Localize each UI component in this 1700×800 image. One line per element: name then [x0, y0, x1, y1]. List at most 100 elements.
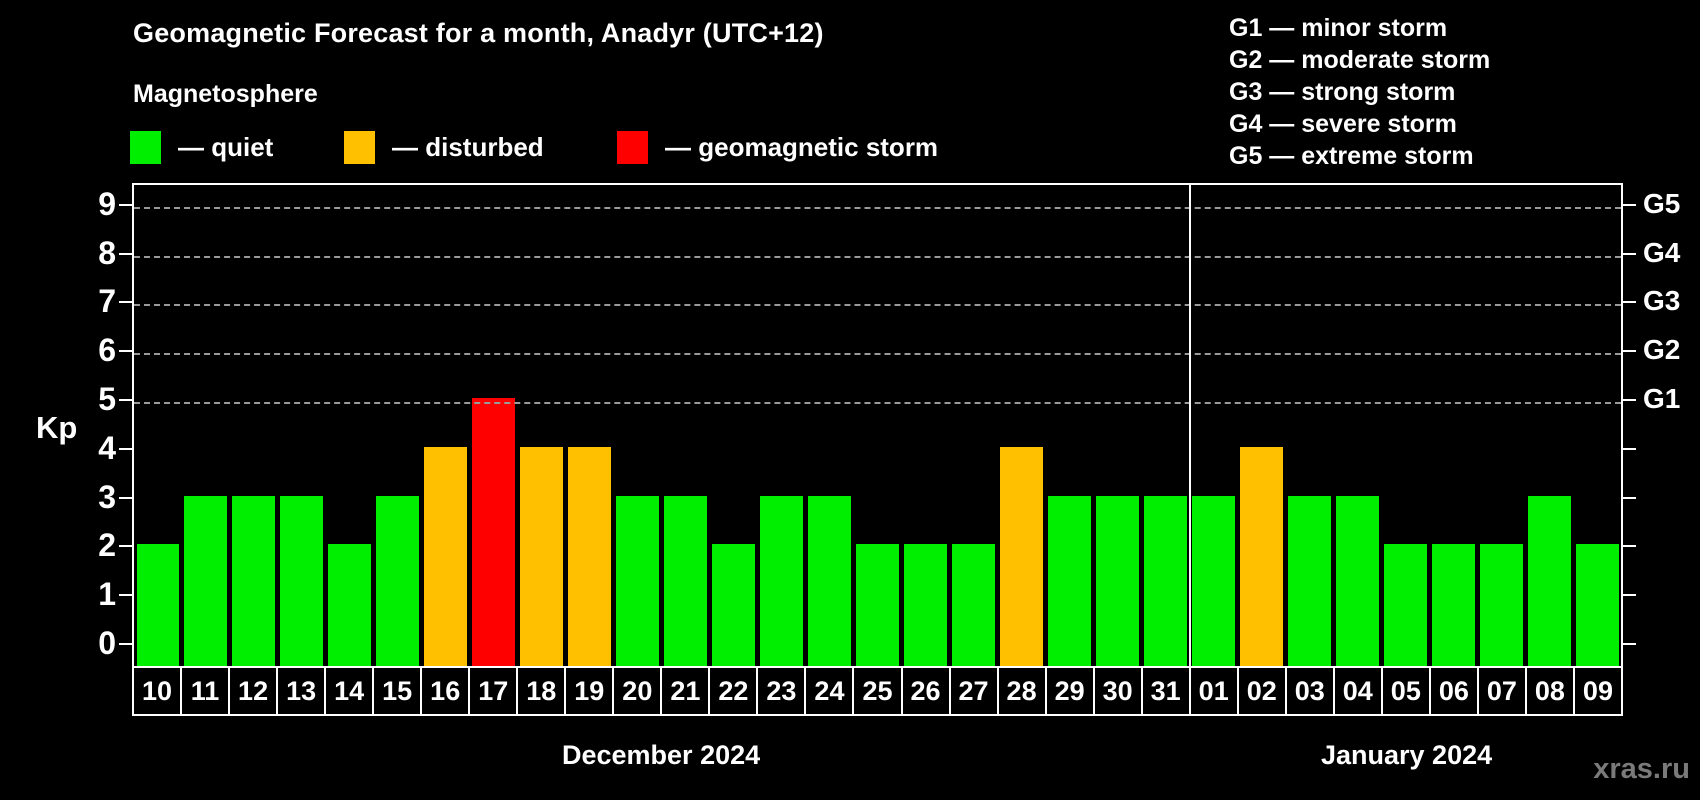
- bar-slot-17: [470, 185, 518, 666]
- y-tick-label-4: 4: [98, 429, 116, 466]
- g-scale-legend-g4: G4 — severe storm: [1229, 110, 1457, 138]
- right-axis-tick-3: [1621, 496, 1636, 499]
- bar-slot-16: [422, 185, 470, 666]
- bars-container: [134, 185, 1621, 666]
- date-cell-17: 17: [470, 668, 519, 714]
- bar-slot-22: [710, 185, 758, 666]
- month-label-0: December 2024: [561, 740, 761, 770]
- bar-slot-11: [182, 185, 230, 666]
- right-axis-tick-6: [1621, 350, 1636, 353]
- g-axis-label-g3: G3: [1643, 285, 1681, 317]
- page-title: Geomagnetic Forecast for a month, Anadyr…: [133, 18, 824, 48]
- disturbed-color-swatch: [344, 131, 375, 164]
- right-axis-tick-0: [1621, 643, 1636, 645]
- kp-bar-05: [1383, 544, 1427, 666]
- date-cell-29: 29: [1047, 668, 1095, 714]
- g-axis-label-g5: G5: [1643, 187, 1681, 219]
- quiet-color-swatch: [130, 131, 161, 164]
- y-tick-label-2: 2: [98, 527, 116, 564]
- date-cell-23: 23: [758, 668, 807, 714]
- kp-bar-02: [1239, 447, 1283, 666]
- kp-bar-04: [1335, 496, 1379, 666]
- left-axis-tick-2: [119, 545, 132, 548]
- kp-bar-17: [472, 398, 516, 666]
- bar-slot-19: [566, 185, 614, 666]
- bar-slot-14: [326, 185, 374, 666]
- right-axis-tick-7: [1621, 301, 1636, 304]
- x-axis-date-row: 10 11 12 13 14 15 16 17 18 19 20 21 22 23 24 25 26 27 28 29…: [132, 666, 1623, 716]
- legend-label-disturbed: — disturbed: [392, 132, 544, 162]
- kp-bar-15: [376, 496, 420, 666]
- y-tick-label-3: 3: [98, 478, 116, 515]
- right-axis-tick-8: [1621, 252, 1636, 255]
- kp-bar-26: [904, 544, 947, 666]
- bar-slot-28: [997, 185, 1045, 666]
- bar-slot-31: [1141, 185, 1189, 666]
- date-cell-21: 21: [662, 668, 711, 714]
- g-scale-legend-g5: G5 — extreme storm: [1229, 142, 1474, 170]
- date-cell-07: 07: [1479, 668, 1527, 714]
- legend-item-disturbed: — disturbed: [344, 131, 544, 164]
- left-axis-tick-0: [119, 643, 132, 645]
- legend-label-quiet: — quiet: [178, 132, 274, 162]
- y-tick-label-8: 8: [98, 234, 116, 271]
- bar-slot-24: [806, 185, 854, 666]
- date-cell-03: 03: [1287, 668, 1335, 714]
- left-axis-tick-5: [119, 399, 132, 401]
- bar-slot-26: [902, 185, 950, 666]
- kp-bar-11: [184, 496, 228, 666]
- date-cell-08: 08: [1527, 668, 1575, 714]
- g-scale-legend: G1 — minor storm G2 — moderate storm G3 …: [1229, 12, 1490, 172]
- gridline-kp8: [134, 255, 1621, 258]
- y-axis-title: Kp: [36, 410, 78, 445]
- kp-bar-24: [808, 496, 852, 666]
- kp-bar-01: [1191, 496, 1235, 666]
- bar-slot-27: [949, 185, 997, 666]
- kp-bar-21: [664, 496, 708, 666]
- left-axis-tick-1: [119, 594, 132, 597]
- bar-slot-10: [134, 185, 182, 666]
- date-cell-13: 13: [278, 668, 327, 714]
- kp-bar-31: [1143, 496, 1187, 666]
- date-cell-11: 11: [182, 668, 231, 714]
- date-cell-10: 10: [134, 668, 183, 714]
- bar-slot-12: [230, 185, 278, 666]
- gridline-kp5: [134, 402, 1621, 404]
- date-cell-20: 20: [614, 668, 663, 714]
- date-cell-27: 27: [951, 668, 999, 714]
- bar-slot-05: [1381, 185, 1429, 666]
- chart-subtitle: Magnetosphere: [133, 80, 318, 108]
- date-cell-16: 16: [422, 668, 471, 714]
- month-label-1: January 2024: [1321, 740, 1493, 770]
- kp-bar-20: [616, 496, 660, 666]
- date-cell-18: 18: [518, 668, 567, 714]
- date-cell-24: 24: [806, 668, 855, 714]
- bar-slot-09: [1573, 185, 1621, 666]
- bar-slot-29: [1045, 185, 1093, 666]
- kp-bar-18: [520, 447, 564, 666]
- date-cell-06: 06: [1431, 668, 1479, 714]
- date-cell-15: 15: [374, 668, 423, 714]
- right-axis-tick-4: [1621, 447, 1636, 450]
- kp-bar-06: [1431, 544, 1475, 666]
- left-axis-tick-6: [119, 350, 132, 353]
- bar-slot-18: [518, 185, 566, 666]
- date-cell-25: 25: [854, 668, 903, 714]
- kp-bar-12: [232, 496, 276, 666]
- legend-item-storm: — geomagnetic storm: [617, 131, 938, 164]
- date-cell-19: 19: [566, 668, 615, 714]
- gridline-kp6: [134, 353, 1621, 356]
- right-axis-tick-2: [1621, 545, 1636, 548]
- legend-label-storm: — geomagnetic storm: [665, 132, 939, 162]
- y-tick-label-0: 0: [98, 625, 116, 661]
- date-cell-12: 12: [230, 668, 279, 714]
- date-cell-01: 01: [1191, 668, 1239, 714]
- kp-bar-27: [951, 544, 995, 666]
- month-separator-line: [1189, 185, 1192, 666]
- g-axis-label-g2: G2: [1643, 334, 1681, 366]
- left-axis-tick-7: [119, 301, 132, 304]
- kp-bar-03: [1287, 496, 1331, 666]
- plot-area: [132, 183, 1623, 668]
- kp-bar-09: [1575, 544, 1619, 666]
